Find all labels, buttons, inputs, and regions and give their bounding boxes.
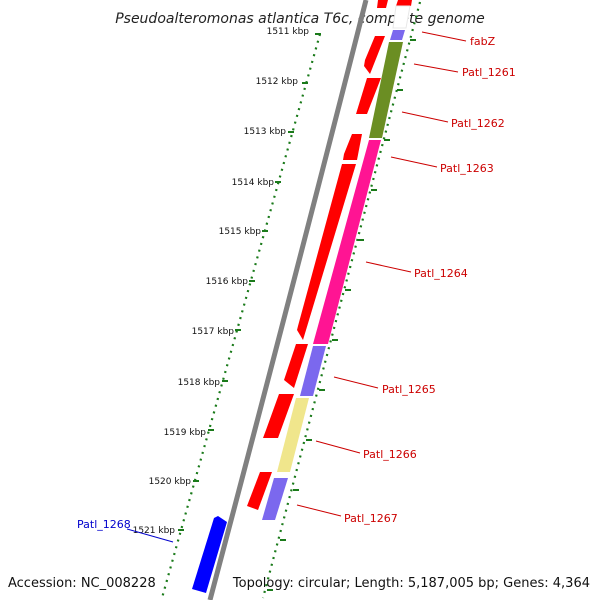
scale-tick: 1520 kbp [149, 477, 199, 487]
gene-label-patl-1267[interactable]: Patl_1267 [344, 512, 398, 525]
cds-track [247, 0, 388, 510]
scale-tick-label: 1513 kbp [244, 127, 287, 137]
scale-tick: 1519 kbp [164, 428, 214, 438]
cog-feature [300, 346, 326, 396]
scale-tick: 1513 kbp [244, 127, 294, 137]
cds-feature [364, 36, 385, 74]
scale-tick: 1517 kbp [192, 327, 241, 337]
cog-track [262, 0, 412, 520]
scale-tick: 1515 kbp [219, 227, 268, 237]
cds-feature [284, 344, 308, 388]
gene-label-patl-1266[interactable]: Patl_1266 [363, 448, 417, 461]
cog-feature [313, 140, 381, 344]
scale-tick-label: 1515 kbp [219, 227, 262, 237]
leader-line [333, 376, 379, 389]
scale-tick-label: 1519 kbp [164, 428, 207, 438]
gene-label-patl-1264[interactable]: Patl_1264 [414, 267, 468, 280]
leader-line [315, 440, 361, 454]
gene-label-patl-1268[interactable]: Patl_1268 [77, 518, 131, 531]
scale-tick-label: 1518 kbp [178, 378, 221, 388]
scale-ring-outer [261, 1, 422, 599]
scale-tick: 1521 kbp [133, 526, 184, 536]
cds-feature [356, 78, 381, 114]
cog-feature [390, 30, 405, 40]
scale-tick: 1512 kbp [256, 77, 308, 87]
cds-feature [297, 164, 356, 340]
gene-label-patl-1265[interactable]: Patl_1265 [382, 383, 436, 396]
scale-tick: 1516 kbp [206, 277, 255, 287]
backbone [207, 0, 369, 600]
gene-label-fabz[interactable]: fabZ [470, 35, 496, 48]
scale-ring-inner [160, 33, 322, 599]
scale-tick-label: 1511 kbp [267, 27, 310, 37]
leader-line [365, 261, 412, 273]
topology-text: Topology: circular; Length: 5,187,005 bp… [232, 576, 590, 591]
scale-tick-label: 1520 kbp [149, 477, 192, 487]
scale-tick-label: 1517 kbp [192, 327, 235, 337]
outer-scale-ticks [267, 39, 416, 591]
cog-feature [262, 478, 288, 520]
leader-line [401, 111, 449, 123]
cog-feature [396, 0, 412, 6]
scale-tick: 1514 kbp [232, 178, 281, 188]
scale-tick-label: 1512 kbp [256, 77, 299, 87]
gene-label-patl-1262[interactable]: Patl_1262 [451, 117, 505, 130]
scale-tick-label: 1521 kbp [133, 526, 176, 536]
genome-title: Pseudoalteromonas atlantica T6c, complet… [115, 11, 485, 27]
cds-feature [377, 0, 388, 8]
leader-line [296, 504, 342, 517]
cog-feature [277, 398, 309, 472]
leader-line [126, 528, 174, 543]
scale-tick: 1518 kbp [178, 378, 228, 388]
leader-line [421, 31, 467, 42]
leader-line [413, 63, 459, 73]
scale-ticks: 1511 kbp 1512 kbp 1513 kbp 1514 kbp 1515… [133, 27, 321, 536]
cds-feature [247, 472, 272, 510]
gene-labels: fabZ Patl_1261 Patl_1262 Patl_1263 Patl_… [77, 31, 516, 543]
gene-label-patl-1263[interactable]: Patl_1263 [440, 162, 494, 175]
scale-tick-label: 1514 kbp [232, 178, 275, 188]
cog-feature [369, 42, 403, 138]
leader-line [390, 156, 438, 168]
accession-text: Accession: NC_008228 [8, 576, 156, 591]
gene-label-patl-1261[interactable]: Patl_1261 [462, 66, 516, 79]
cog-feature [392, 5, 411, 29]
scale-tick: 1511 kbp [267, 27, 321, 37]
cds-feature [263, 394, 294, 438]
cds-feature [343, 134, 362, 160]
gene-patl-1268-feature [192, 516, 227, 593]
scale-tick-label: 1516 kbp [206, 277, 249, 287]
